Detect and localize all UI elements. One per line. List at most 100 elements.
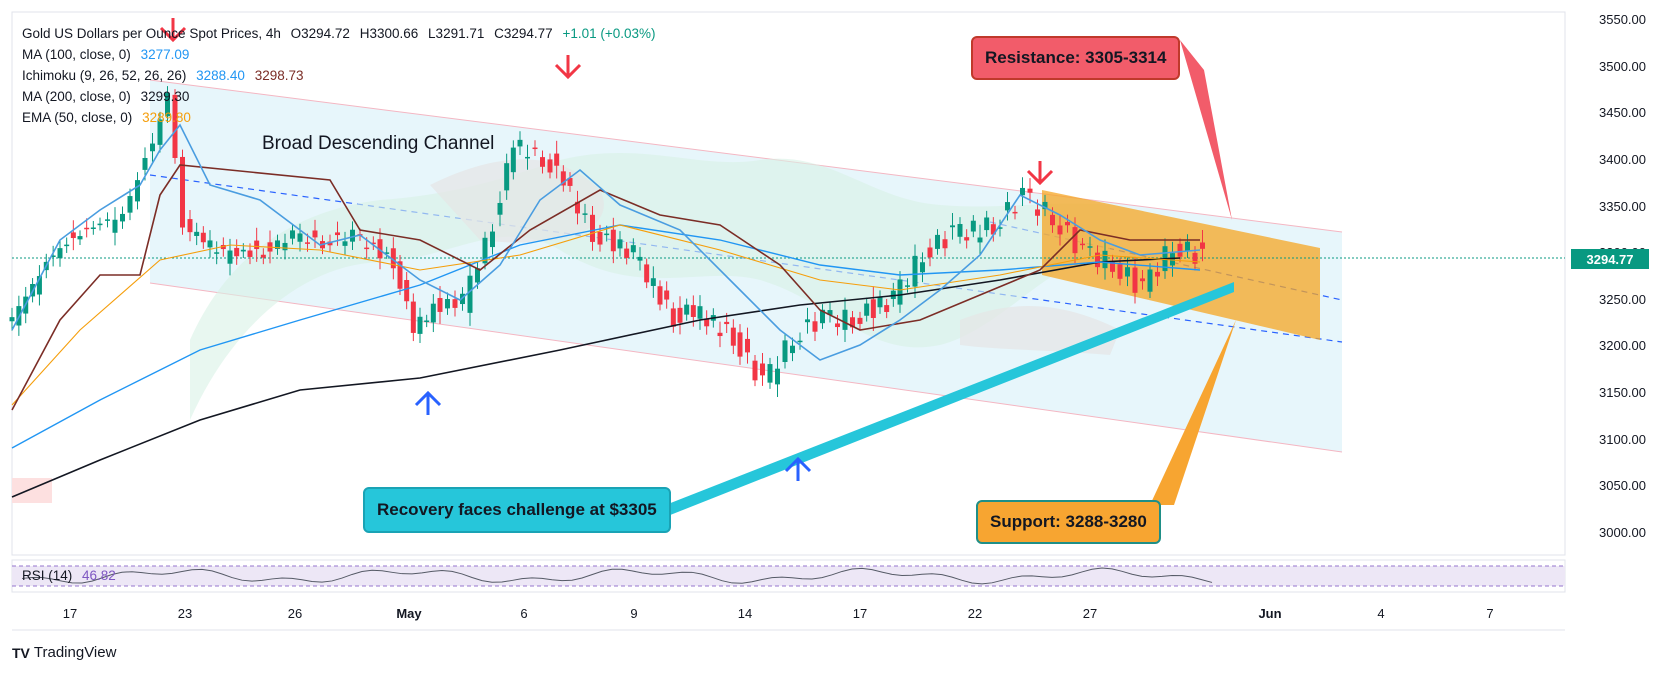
candle-body: [90, 227, 96, 230]
candle-body: [1005, 202, 1010, 211]
rsi-band: [12, 566, 1565, 586]
candle-body: [57, 248, 63, 259]
candle-body: [1147, 269, 1153, 292]
candle-body: [105, 219, 110, 221]
candle-body: [547, 159, 553, 173]
candle: [670, 302, 676, 333]
candle: [704, 310, 710, 335]
price-tick-label: 3150.00: [1599, 385, 1646, 401]
recovery-callout[interactable]: Recovery faces challenge at $3305: [363, 487, 671, 533]
candle-body: [950, 225, 955, 228]
candle-body: [532, 147, 538, 150]
candle: [517, 131, 523, 155]
candle-body: [64, 244, 70, 247]
candle: [637, 247, 643, 271]
candle-body: [775, 368, 780, 385]
candle-body: [120, 213, 125, 222]
candle: [127, 188, 133, 221]
tradingview-brand[interactable]: TV TradingView: [12, 644, 116, 661]
time-tick-label: 26: [287, 606, 303, 621]
low-value: L3291.71: [428, 26, 485, 41]
candle-body: [312, 230, 318, 238]
candle: [1065, 214, 1070, 233]
price-tick-label: 3500.00: [1599, 58, 1646, 74]
candle-body: [835, 323, 840, 328]
candle-body: [234, 247, 240, 257]
open-value: O3294.72: [290, 26, 350, 41]
legend-ma100-row[interactable]: MA (100, close, 0) 3277.09: [22, 44, 656, 65]
candle: [9, 307, 15, 331]
candle: [97, 217, 103, 231]
candle: [1005, 192, 1010, 221]
candle-body: [227, 250, 233, 264]
candle: [1170, 241, 1175, 277]
candle: [437, 286, 443, 324]
candle-body: [797, 340, 803, 343]
candle: [775, 356, 780, 397]
legend-ema50-row[interactable]: EMA (50, close, 0) 3289.80: [22, 107, 656, 128]
candle-body: [644, 264, 650, 283]
candle: [582, 203, 588, 223]
candle: [370, 236, 376, 251]
ma100-value: 3277.09: [140, 47, 190, 62]
candle: [560, 165, 566, 192]
candle: [90, 220, 96, 235]
candle: [760, 352, 765, 386]
resistance-pointer: [1180, 40, 1232, 220]
candle-body: [282, 242, 288, 251]
candle-body: [890, 290, 896, 300]
chart-legend: Gold US Dollars per Ounce Spot Prices, 4…: [22, 23, 656, 128]
candle-body: [410, 301, 416, 333]
support-pointer: [1150, 320, 1236, 505]
candle-body: [1042, 201, 1048, 210]
price-tick-label: 3050.00: [1599, 478, 1646, 494]
legend-ichimoku-row[interactable]: Ichimoku (9, 26, 52, 26, 26) 3288.40 329…: [22, 65, 656, 86]
candle: [532, 140, 538, 156]
rsi-line: [21, 567, 1213, 585]
candle-body: [1177, 243, 1183, 257]
legend-ma200-row[interactable]: MA (200, close, 0) 3299.30: [22, 86, 656, 107]
brand-name: TradingView: [33, 644, 117, 661]
candle: [1147, 263, 1153, 299]
candle: [417, 307, 423, 343]
candle: [234, 239, 240, 265]
time-tick-label: 27: [1082, 606, 1098, 621]
support-callout[interactable]: Support: 3288-3280: [976, 500, 1161, 544]
candle-body: [1102, 250, 1108, 269]
candle-body: [670, 308, 676, 327]
candle-body: [767, 364, 773, 383]
candle: [105, 212, 110, 228]
ema50-line: [11, 224, 1201, 406]
candle-body: [657, 286, 663, 305]
candle: [617, 231, 623, 257]
candle: [200, 226, 206, 249]
candle: [1087, 236, 1093, 256]
candle-body: [214, 252, 220, 254]
candle-body: [36, 276, 42, 295]
candle: [410, 293, 416, 342]
candle: [350, 221, 355, 250]
candle-body: [624, 248, 630, 258]
candle-body: [437, 298, 443, 312]
candle-body: [697, 306, 703, 319]
ichimoku-cloud-bear-1: [430, 159, 604, 243]
candle-body: [752, 360, 758, 381]
candle: [957, 217, 963, 244]
candle-body: [1125, 267, 1130, 277]
candle: [404, 271, 410, 310]
candle-body: [897, 279, 903, 305]
ema50-value: 3289.80: [142, 110, 191, 125]
price-tick-label: 3250.00: [1599, 291, 1646, 307]
candle: [180, 149, 185, 235]
symbol-title: Gold US Dollars per Ounce Spot Prices, 4…: [22, 26, 281, 41]
time-tick-label: 4: [1377, 606, 1385, 621]
recovery-pointer: [640, 282, 1234, 523]
candle: [984, 210, 990, 237]
candle-body: [560, 171, 566, 186]
candle: [575, 190, 580, 225]
down-arrow-icon: [159, 18, 187, 43]
down-arrow-icon: [554, 55, 582, 80]
price-tick-label: 3000.00: [1599, 525, 1646, 540]
resistance-callout[interactable]: Resistance: 3305-3314: [971, 36, 1181, 80]
